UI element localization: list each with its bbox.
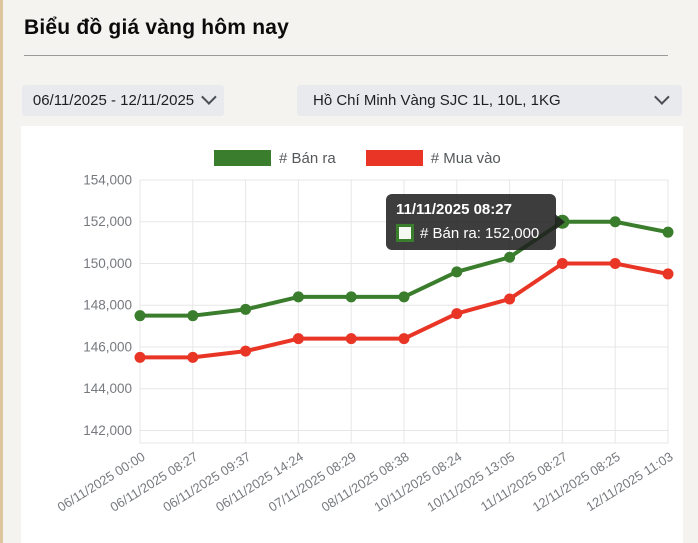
chart-tooltip: 11/11/2025 08:27 # Bán ra: 152,000	[386, 194, 565, 250]
x-axis-tick-label: 12/11/2025 08:25	[530, 449, 623, 515]
x-axis-tick-label: 10/11/2025 13:05	[424, 449, 517, 515]
data-point[interactable]	[187, 351, 199, 363]
data-point[interactable]	[609, 257, 621, 269]
x-axis-tick-label: 11/11/2025 08:27	[478, 449, 570, 514]
x-axis-tick-label: 10/11/2025 08:24	[371, 449, 464, 515]
legend-item-mua-vao[interactable]: # Mua vào	[365, 149, 501, 167]
data-point[interactable]	[240, 345, 252, 357]
data-point[interactable]	[398, 291, 410, 303]
legend-swatch-ban-ra	[214, 150, 271, 166]
data-point[interactable]	[240, 303, 252, 315]
x-axis-tick-label: 06/11/2025 08:27	[107, 449, 200, 515]
legend-item-ban-ra[interactable]: # Bán ra	[214, 150, 336, 167]
data-point[interactable]	[345, 291, 357, 303]
y-axis-tick-label: 150,000	[83, 256, 132, 271]
date-range-value: 06/11/2025 - 12/11/2025	[32, 92, 195, 109]
data-point[interactable]	[134, 351, 146, 363]
product-dropdown[interactable]: Hồ Chí Minh Vàng SJC 1L, 10L, 1KG	[297, 85, 682, 116]
legend-label-mua-vao: # Mua vào	[430, 149, 501, 167]
date-range-dropdown[interactable]: 06/11/2025 - 12/11/2025	[22, 85, 224, 116]
legend-label-ban-ra: # Bán ra	[279, 149, 336, 167]
data-point[interactable]	[662, 268, 674, 280]
title-divider	[24, 55, 668, 56]
product-value: Hồ Chí Minh Vàng SJC 1L, 10L, 1KG	[313, 92, 561, 109]
x-axis-tick-label: 12/11/2025 11:03	[583, 449, 675, 514]
y-axis-tick-label: 142,000	[83, 423, 132, 438]
data-point[interactable]	[134, 310, 146, 322]
price-line-chart: 142,000 144,000 146,000 148,000 150,000 152,0…	[55, 173, 676, 515]
x-axis-tick-label: 06/11/2025 14:24	[213, 449, 306, 515]
tooltip-caret-icon	[555, 214, 565, 230]
y-axis-tick-label: 148,000	[83, 298, 132, 313]
data-point[interactable]	[556, 257, 568, 269]
page-title: Biểu đồ giá vàng hôm nay	[24, 16, 290, 39]
data-point[interactable]	[504, 293, 516, 305]
x-axis-tick-label: 07/11/2025 08:29	[266, 449, 359, 515]
data-point[interactable]	[609, 216, 621, 228]
data-point[interactable]	[292, 333, 304, 345]
page-accent-strip	[0, 0, 3, 543]
data-point[interactable]	[451, 308, 463, 320]
y-axis-tick-label: 144,000	[83, 381, 132, 396]
legend-swatch-mua-vao	[365, 150, 423, 166]
data-point[interactable]	[345, 333, 357, 345]
x-axis-tick-label: 08/11/2025 08:38	[319, 449, 412, 515]
data-point[interactable]	[451, 266, 463, 278]
data-point[interactable]	[187, 310, 199, 322]
y-axis-tick-label: 152,000	[83, 214, 132, 229]
chevron-down-icon	[201, 89, 217, 105]
x-axis-tick-label: 06/11/2025 00:00	[55, 449, 148, 515]
data-point[interactable]	[662, 226, 674, 238]
chart-legend: # Bán ra # Mua vào	[214, 148, 523, 168]
tooltip-series-swatch-icon	[396, 224, 414, 242]
x-axis-tick-label: 06/11/2025 09:37	[160, 449, 253, 515]
data-point[interactable]	[292, 291, 304, 303]
data-point[interactable]	[504, 251, 516, 263]
data-point[interactable]	[398, 333, 410, 345]
y-axis-tick-label: 154,000	[83, 173, 132, 188]
tooltip-value: # Bán ra: 152,000	[420, 224, 540, 242]
chevron-down-icon	[654, 89, 670, 105]
y-axis-tick-label: 146,000	[83, 339, 132, 354]
tooltip-title: 11/11/2025 08:27	[396, 201, 512, 218]
